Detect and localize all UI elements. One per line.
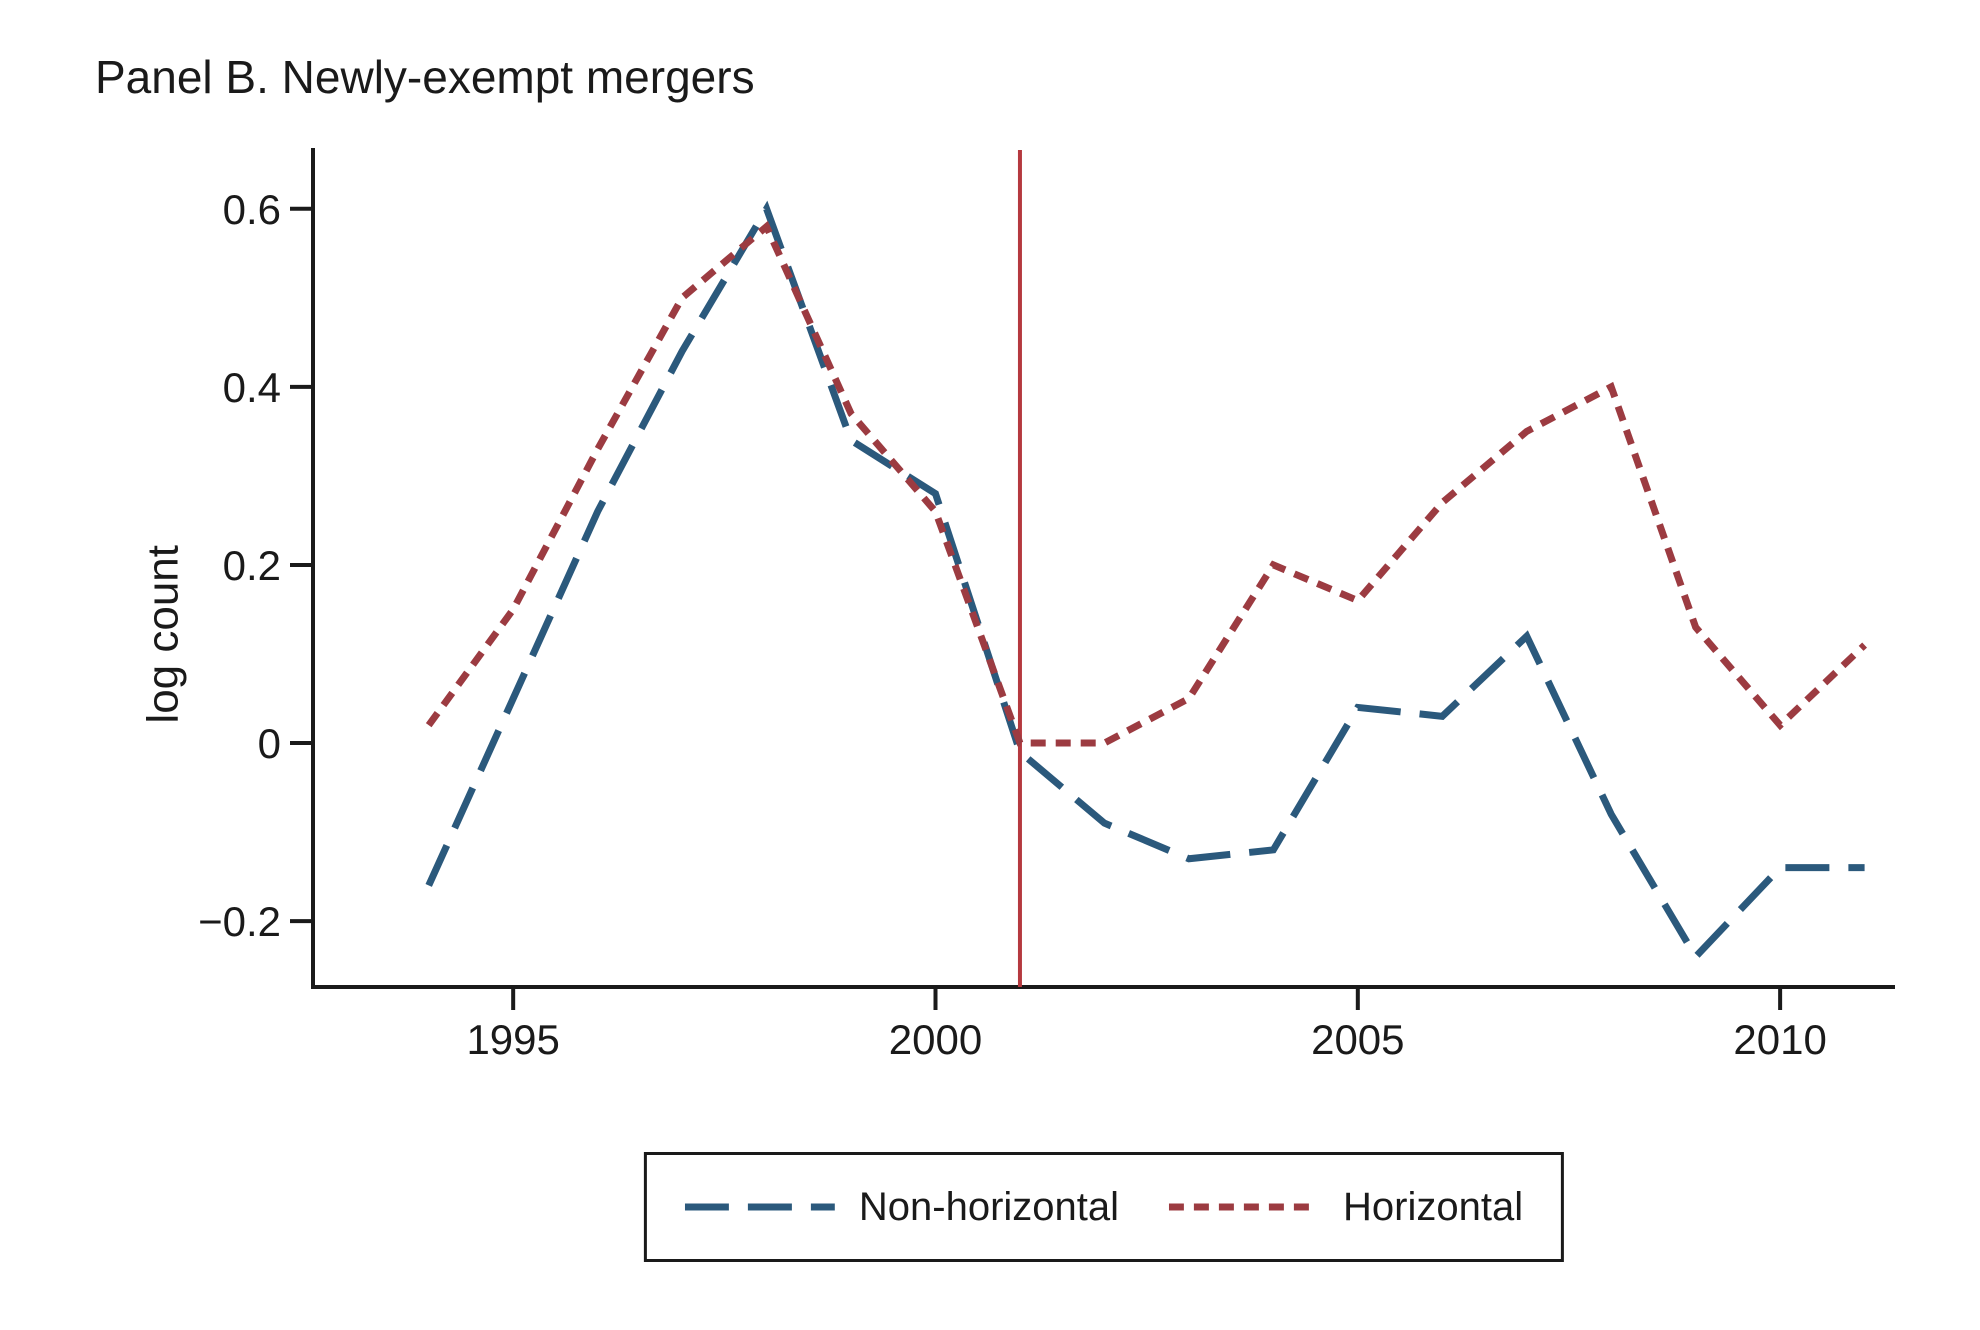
y-tick-label: 0.6 bbox=[223, 186, 281, 233]
x-tick-label: 1995 bbox=[466, 1016, 559, 1063]
series-lines bbox=[425, 200, 1868, 963]
axis-ticks bbox=[290, 206, 1783, 1010]
legend-item-horizontal: Horizontal bbox=[1169, 1185, 1523, 1230]
horizontal-dashed-line-icon bbox=[1169, 1203, 1320, 1211]
x-tick-label: 2000 bbox=[889, 1016, 982, 1063]
series-line-non-horizontal bbox=[425, 200, 1865, 963]
x-tick-label: 2005 bbox=[1311, 1016, 1404, 1063]
legend-item-non-horizontal: Non-horizontal bbox=[684, 1184, 1120, 1230]
legend: Non-horizontal Horizontal bbox=[643, 1152, 1565, 1262]
y-tick-label: 0.2 bbox=[223, 542, 281, 589]
legend-label-non-horizontal: Non-horizontal bbox=[858, 1184, 1120, 1229]
non-horizontal-dashed-line-icon bbox=[684, 1203, 835, 1211]
series-line-horizontal bbox=[425, 220, 1868, 747]
y-tick-label: −0.2 bbox=[198, 898, 281, 945]
axes bbox=[311, 148, 1895, 989]
chart-title: Panel B. Newly-exempt mergers bbox=[95, 51, 755, 103]
axis-tick-labels: −0.2 0 0.2 0.4 0.6 1995 2000 2005 2010 bbox=[198, 186, 1827, 1063]
x-tick-label: 2010 bbox=[1733, 1016, 1826, 1063]
legend-label-horizontal: Horizontal bbox=[1343, 1184, 1524, 1229]
y-tick-label: 0.4 bbox=[223, 364, 281, 411]
y-tick-label: 0 bbox=[258, 720, 281, 767]
